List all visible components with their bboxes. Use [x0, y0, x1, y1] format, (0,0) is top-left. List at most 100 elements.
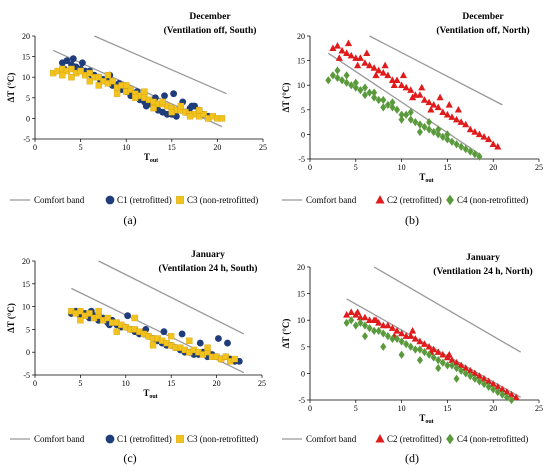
- diamond-data-point: [339, 76, 346, 85]
- y-tick-label: 10: [22, 303, 30, 312]
- x-tick-label: 20: [213, 143, 221, 152]
- panel-label: (d): [405, 451, 419, 465]
- y-tick-label: 20: [22, 32, 30, 41]
- x-axis-label-main: T: [419, 172, 425, 182]
- diamond-data-point: [348, 316, 355, 325]
- diamond-data-point: [329, 71, 336, 80]
- triangle-data-point: [452, 115, 461, 123]
- x-axis-label-subscript: out: [149, 394, 157, 400]
- y-tick-label: 15: [22, 53, 30, 62]
- panel-label: (c): [123, 451, 136, 465]
- square-data-point: [109, 78, 116, 85]
- diamond-data-point: [435, 125, 442, 134]
- legend-triangle-swatch: [375, 434, 385, 443]
- diamond-data-point: [398, 115, 405, 124]
- square-data-point: [168, 333, 175, 340]
- comfort-band-upper-line: [369, 35, 503, 106]
- diamond-data-point: [375, 95, 382, 105]
- legend-comfort-band-label: Comfort band: [34, 434, 85, 444]
- diamond-data-point: [361, 90, 368, 100]
- square-data-point: [149, 342, 157, 349]
- triangle-data-point: [335, 54, 343, 61]
- y-tick-label: 0: [26, 114, 30, 123]
- legend-series-label: C1 (retrofitted): [117, 195, 172, 205]
- triangle-data-point: [354, 308, 362, 315]
- y-tick-label: -5: [298, 155, 305, 164]
- triangle-data-point: [498, 385, 506, 393]
- diamond-data-point: [343, 318, 350, 327]
- diamond-data-point: [412, 117, 419, 127]
- circle-data-point: [188, 102, 196, 110]
- x-tick-label: 0: [33, 143, 37, 152]
- triangle-data-point: [466, 125, 474, 133]
- comfort-band-lower-line: [327, 52, 480, 155]
- legend-circle-swatch: [105, 434, 115, 444]
- diamond-data-point: [453, 363, 460, 373]
- square-data-point: [150, 104, 157, 112]
- circle-data-point: [161, 92, 168, 100]
- square-data-point: [95, 82, 103, 89]
- diamond-data-point: [371, 88, 378, 97]
- x-axis-label: Tout: [144, 152, 158, 164]
- y-axis-label: ΔT (°C): [6, 73, 16, 103]
- diamond-data-point: [426, 125, 433, 134]
- diamond-data-point: [462, 145, 469, 154]
- legend-comfort-band-label: Comfort band: [34, 195, 85, 205]
- circle-data-point: [142, 102, 150, 110]
- triangle-data-point: [485, 135, 493, 143]
- diamond-data-point: [462, 369, 469, 378]
- x-tick-label: 10: [398, 163, 406, 172]
- triangle-data-point: [425, 342, 433, 350]
- circle-data-point: [69, 55, 77, 63]
- square-data-point: [113, 328, 120, 335]
- diamond-data-point: [371, 93, 378, 102]
- triangle-data-point: [416, 337, 424, 345]
- triangle-data-point: [361, 313, 369, 321]
- triangle-data-point: [384, 71, 392, 79]
- diamond-data-point: [426, 117, 433, 127]
- diamond-data-point: [416, 127, 423, 137]
- triangle-data-point: [356, 54, 364, 61]
- diamond-data-point: [380, 103, 387, 112]
- legend-series-label: C2 (retrofitted): [387, 434, 442, 444]
- diamond-data-point: [375, 326, 382, 335]
- triangle-data-point: [448, 356, 456, 363]
- triangle-data-point: [457, 361, 465, 369]
- diamond-data-point: [481, 379, 488, 389]
- triangle-data-point: [416, 91, 424, 98]
- triangle-data-point: [466, 366, 474, 374]
- diamond-data-point: [458, 366, 465, 375]
- square-data-point: [77, 317, 84, 324]
- triangle-data-point: [462, 364, 470, 371]
- diamond-data-point: [407, 108, 414, 117]
- triangle-data-point: [443, 110, 451, 118]
- triangle-data-point: [448, 113, 456, 120]
- square-data-point: [186, 113, 194, 120]
- diamond-data-point: [435, 355, 442, 365]
- circle-data-point: [224, 339, 231, 347]
- triangle-data-point: [494, 382, 502, 390]
- square-data-point: [95, 307, 102, 315]
- diamond-data-point: [416, 120, 423, 129]
- triangle-data-point: [402, 83, 410, 91]
- diamond-data-point: [439, 132, 446, 141]
- legend-series-label: C4 (non-retrofitted): [457, 434, 528, 444]
- diamond-data-point: [435, 363, 442, 373]
- chart-annotation-line-2: (Ventilation 24 h, North): [433, 266, 532, 277]
- y-tick-label: -5: [298, 396, 305, 405]
- y-tick-label: 0: [301, 130, 305, 139]
- diamond-data-point: [448, 137, 456, 146]
- triangle-data-point: [365, 316, 374, 323]
- diamond-data-point: [343, 78, 350, 87]
- x-axis-label-main: T: [144, 152, 150, 162]
- circle-data-point: [79, 59, 86, 67]
- x-tick-label: 20: [213, 379, 221, 388]
- square-data-point: [195, 106, 203, 114]
- square-data-point: [186, 337, 193, 344]
- diamond-data-point: [398, 350, 405, 359]
- square-data-point: [86, 69, 93, 77]
- legend-series-label: C3 (non-retrofitted): [187, 434, 258, 444]
- triangle-data-point: [388, 76, 397, 84]
- square-data-point: [168, 109, 175, 116]
- circle-data-point: [124, 312, 132, 320]
